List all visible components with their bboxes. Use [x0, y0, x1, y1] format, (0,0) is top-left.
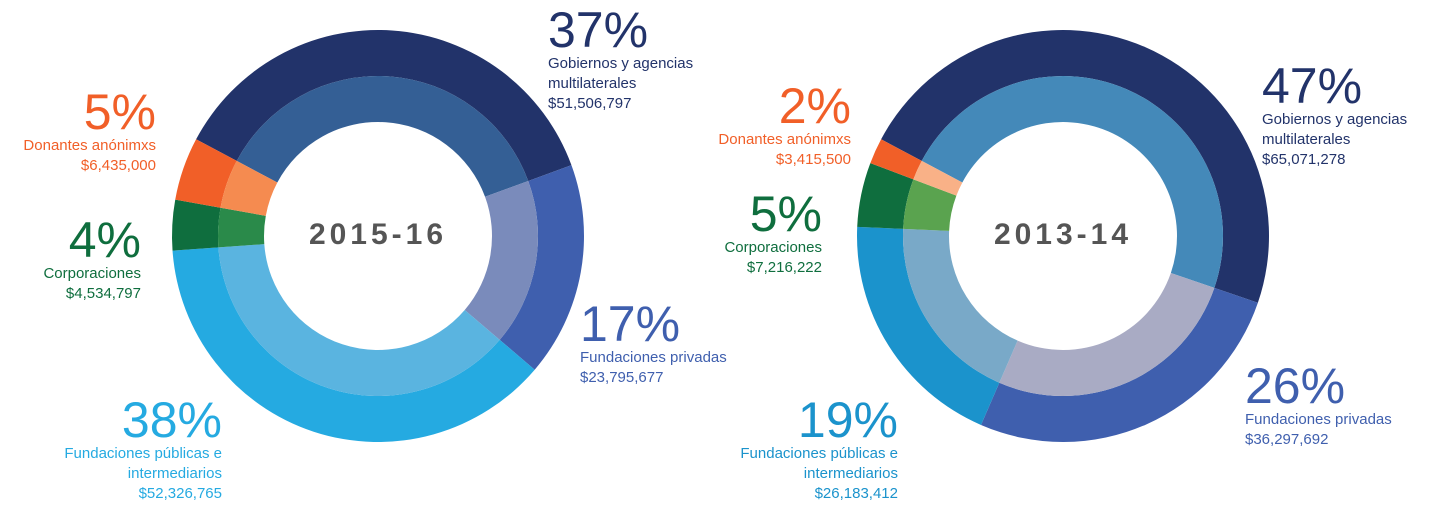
- category-label: Fundaciones privadas: [1245, 411, 1392, 428]
- slice-label: 4% Corporaciones $4,534,797: [0, 212, 141, 304]
- slice-label: 47% Gobiernos y agencias multilaterales $6…: [1262, 58, 1427, 170]
- slice-label: 26% Fundaciones privadas $36,297,692: [1245, 358, 1425, 450]
- slice-label: 19% Fundaciones públicas e intermediarios…: [728, 392, 898, 504]
- slice-label: 38% Fundaciones públicas e intermediarios…: [52, 392, 222, 504]
- amount-label: $26,183,412: [814, 485, 898, 502]
- outer-slice: [857, 163, 914, 229]
- inner-slice: [218, 244, 500, 396]
- slice-label: 2% Donantes anónimxs $3,415,500: [691, 78, 851, 170]
- percent-label: 26%: [1245, 358, 1346, 414]
- slice-label: 5% Corporaciones $7,216,222: [672, 186, 822, 278]
- category-label: Donantes anónimxs: [23, 137, 156, 154]
- amount-label: $7,216,222: [746, 259, 822, 276]
- slice-label: 5% Donantes anónimxs $6,435,000: [0, 84, 156, 176]
- inner-slice: [999, 272, 1215, 396]
- category-label: Donantes anónimxs: [718, 131, 851, 148]
- inner-slice: [236, 76, 529, 197]
- amount-label: $36,297,692: [1245, 431, 1329, 448]
- percent-label: 4%: [68, 212, 141, 268]
- outer-slice: [172, 247, 535, 443]
- category-label: Corporaciones: [43, 265, 141, 282]
- category-label: Fundaciones privadas: [580, 349, 727, 366]
- percent-label: 19%: [797, 392, 898, 448]
- outer-slice: [196, 29, 572, 181]
- outer-slice: [175, 139, 237, 208]
- percent-label: 37%: [548, 2, 649, 58]
- inner-slice: [921, 76, 1223, 288]
- percent-label: 2%: [778, 78, 851, 134]
- amount-label: $3,415,500: [775, 151, 851, 168]
- inner-slice: [464, 180, 538, 340]
- amount-label: $4,534,797: [65, 285, 141, 302]
- percent-label: 38%: [121, 392, 222, 448]
- outer-slice: [981, 287, 1258, 442]
- inner-slice: [903, 228, 1018, 383]
- category-label: Corporaciones: [724, 239, 822, 256]
- outer-slice: [857, 226, 1000, 425]
- amount-label: $51,506,797: [548, 95, 632, 112]
- chart-title: 2013-14: [994, 218, 1132, 251]
- outer-slice: [499, 165, 584, 370]
- outer-slice: [881, 30, 1269, 303]
- inner-slice: [217, 207, 266, 248]
- outer-slice: [870, 139, 922, 180]
- percent-label: 17%: [580, 296, 681, 352]
- category-label: Fundaciones públicas e intermediarios: [64, 445, 222, 482]
- inner-slice: [913, 160, 963, 196]
- category-label: Gobiernos y agencias multilaterales: [548, 55, 694, 92]
- percent-label: 5%: [83, 84, 156, 140]
- inner-slice: [220, 160, 278, 216]
- chart-title: 2015-16: [309, 218, 447, 251]
- percent-label: 47%: [1262, 58, 1363, 114]
- inner-slice: [903, 179, 957, 231]
- category-label: Gobiernos y agencias multilaterales: [1262, 111, 1408, 148]
- percent-label: 5%: [749, 186, 822, 242]
- amount-label: $52,326,765: [138, 485, 222, 502]
- slice-label: 37% Gobiernos y agencias multilaterales $5…: [548, 2, 738, 114]
- amount-label: $23,795,677: [580, 369, 664, 386]
- category-label: Fundaciones públicas e intermediarios: [740, 445, 898, 482]
- amount-label: $6,435,000: [80, 157, 156, 174]
- amount-label: $65,071,278: [1262, 151, 1346, 168]
- outer-slice: [172, 199, 221, 251]
- slice-label: 17% Fundaciones privadas $23,795,677: [580, 296, 780, 388]
